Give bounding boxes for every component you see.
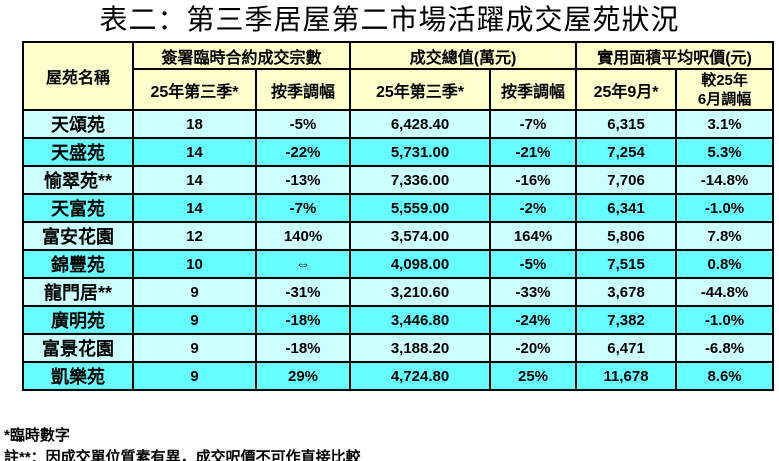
column-header-psf-sep: 25年9月*	[575, 68, 678, 111]
deals-qoq-cell: -22%	[254, 137, 352, 167]
deals-qoq-cell: -31%	[254, 277, 352, 307]
total-value-cell: 6,428.40	[349, 109, 492, 139]
deals-count-cell: 10	[132, 249, 257, 279]
table-row: 富安花園 12 140% 3,574.00 164% 5,806 7.8%	[22, 221, 775, 251]
table-row: 天盛苑 14 -22% 5,731.00 -21% 7,254 5.3%	[22, 137, 775, 167]
table-row: 愉翠苑** 14 -13% 7,336.00 -16% 7,706 -14.8%	[22, 165, 775, 195]
deals-count-cell: 18	[132, 109, 257, 139]
total-value-cell: 3,574.00	[349, 221, 492, 251]
total-value-cell: 4,724.80	[349, 361, 492, 391]
estate-name-cell: 天頌苑	[22, 109, 134, 139]
footnote-comparison: 註**：因成交單位質素有異，成交呎價不可作直接比較	[4, 449, 361, 461]
page-title: 表二：第三季居屋第二市場活躍成交屋苑狀況	[99, 5, 680, 36]
psf-price-cell: 7,382	[575, 305, 678, 335]
column-header-psf-change: 較25年 6月調幅	[675, 68, 775, 111]
deals-count-cell: 14	[132, 193, 257, 223]
psf-price-cell: 5,806	[575, 221, 678, 251]
deals-count-cell: 14	[132, 137, 257, 167]
deals-qoq-cell: 140%	[254, 221, 352, 251]
estate-name-cell: 愉翠苑**	[22, 165, 134, 195]
estate-name-cell: 富安花園	[22, 221, 134, 251]
total-value-cell: 7,336.00	[349, 165, 492, 195]
column-header-deals-q3: 25年第三季*	[132, 68, 257, 111]
value-qoq-cell: -24%	[489, 305, 578, 335]
deals-qoq-cell: 29%	[254, 361, 352, 391]
column-group-psf-price: 實用面積平均呎價(元)	[575, 41, 775, 70]
value-qoq-cell: 164%	[489, 221, 578, 251]
total-value-cell: 5,731.00	[349, 137, 492, 167]
column-header-value-qoq: 按季調幅	[489, 68, 578, 111]
deals-count-cell: 9	[132, 361, 257, 391]
deals-count-cell: 12	[132, 221, 257, 251]
psf-price-cell: 6,315	[575, 109, 678, 139]
deals-count-cell: 9	[132, 277, 257, 307]
value-qoq-cell: 25%	[489, 361, 578, 391]
value-qoq-cell: -21%	[489, 137, 578, 167]
psf-price-cell: 7,515	[575, 249, 678, 279]
psf-price-cell: 6,471	[575, 333, 678, 363]
psf-price-cell: 3,678	[575, 277, 678, 307]
table-body: 天頌苑 18 -5% 6,428.40 -7% 6,315 3.1% 天盛苑 14 -22% 5,7…	[22, 109, 775, 391]
psf-change-label-line1: 較25年	[701, 71, 748, 89]
column-header-estate-name: 屋苑名稱	[22, 41, 134, 111]
psf-change-cell: -14.8%	[675, 165, 775, 195]
deals-count-cell: 9	[132, 305, 257, 335]
psf-change-cell: 8.6%	[675, 361, 775, 391]
psf-change-cell: 0.8%	[675, 249, 775, 279]
table-row: 龍門居** 9 -31% 3,210.60 -33% 3,678 -44.8%	[22, 277, 775, 307]
deals-qoq-cell: ⇔	[254, 249, 352, 279]
deals-qoq-cell: -5%	[254, 109, 352, 139]
psf-change-cell: -44.8%	[675, 277, 775, 307]
deals-qoq-cell: -7%	[254, 193, 352, 223]
psf-change-cell: -6.8%	[675, 333, 775, 363]
psf-price-cell: 7,254	[575, 137, 678, 167]
value-qoq-cell: -2%	[489, 193, 578, 223]
psf-price-cell: 6,341	[575, 193, 678, 223]
column-header-value-q3: 25年第三季*	[349, 68, 492, 111]
total-value-cell: 5,559.00	[349, 193, 492, 223]
table-row: 天頌苑 18 -5% 6,428.40 -7% 6,315 3.1%	[22, 109, 775, 139]
estate-name-cell: 錦豐苑	[22, 249, 134, 279]
table-header: 屋苑名稱 簽署臨時合約成交宗數 成交總值(萬元) 實用面積平均呎價(元) 25年…	[22, 41, 775, 111]
value-qoq-cell: -16%	[489, 165, 578, 195]
deals-qoq-cell: -13%	[254, 165, 352, 195]
estate-name-cell: 天富苑	[22, 193, 134, 223]
column-header-deals-qoq: 按季調幅	[254, 68, 352, 111]
table-row: 天富苑 14 -7% 5,559.00 -2% 6,341 -1.0%	[22, 193, 775, 223]
estates-table: 屋苑名稱 簽署臨時合約成交宗數 成交總值(萬元) 實用面積平均呎價(元) 25年…	[22, 41, 775, 391]
footnotes: *臨時數字 註**：因成交單位質素有異，成交呎價不可作直接比較 資料提供：香港房…	[4, 425, 779, 461]
psf-change-cell: 7.8%	[675, 221, 775, 251]
table-row: 凱樂苑 9 29% 4,724.80 25% 11,678 8.6%	[22, 361, 775, 391]
footnote-provisional: *臨時數字	[4, 427, 70, 444]
psf-price-cell: 11,678	[575, 361, 678, 391]
psf-change-cell: 3.1%	[675, 109, 775, 139]
total-value-cell: 3,210.60	[349, 277, 492, 307]
estate-name-cell: 富景花園	[22, 333, 134, 363]
total-value-cell: 3,446.80	[349, 305, 492, 335]
table-row: 富景花園 9 -18% 3,188.20 -20% 6,471 -6.8%	[22, 333, 775, 363]
table-row: 錦豐苑 10 ⇔ 4,098.00 -5% 7,515 0.8%	[22, 249, 775, 279]
total-value-cell: 3,188.20	[349, 333, 492, 363]
estate-name-cell: 廣明苑	[22, 305, 134, 335]
psf-change-cell: -1.0%	[675, 193, 775, 223]
value-qoq-cell: -20%	[489, 333, 578, 363]
psf-price-cell: 7,706	[575, 165, 678, 195]
total-value-cell: 4,098.00	[349, 249, 492, 279]
table-row: 廣明苑 9 -18% 3,446.80 -24% 7,382 -1.0%	[22, 305, 775, 335]
deals-count-cell: 14	[132, 165, 257, 195]
estate-name-cell: 凱樂苑	[22, 361, 134, 391]
deals-qoq-cell: -18%	[254, 333, 352, 363]
estate-name-cell: 天盛苑	[22, 137, 134, 167]
deals-count-cell: 9	[132, 333, 257, 363]
value-qoq-cell: -7%	[489, 109, 578, 139]
deals-qoq-cell: -18%	[254, 305, 352, 335]
psf-change-cell: -1.0%	[675, 305, 775, 335]
psf-change-cell: 5.3%	[675, 137, 775, 167]
value-qoq-cell: -33%	[489, 277, 578, 307]
column-group-total-value: 成交總值(萬元)	[349, 41, 578, 70]
value-qoq-cell: -5%	[489, 249, 578, 279]
estate-name-cell: 龍門居**	[22, 277, 134, 307]
psf-change-label-line2: 6月調幅	[697, 90, 752, 108]
column-group-deals: 簽署臨時合約成交宗數	[131, 41, 352, 70]
